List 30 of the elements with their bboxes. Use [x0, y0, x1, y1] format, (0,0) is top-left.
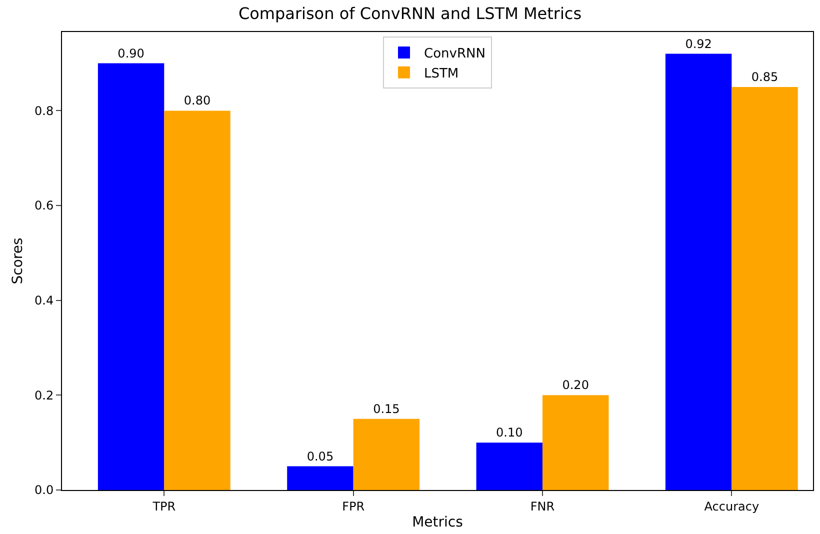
y-tick-label: 0.2 — [34, 388, 54, 402]
data-label: 0.15 — [373, 402, 400, 416]
data-label: 0.20 — [562, 378, 589, 392]
data-label: 0.05 — [306, 449, 334, 464]
x-tick-label: FPR — [342, 499, 365, 514]
bar — [287, 466, 354, 490]
bar — [732, 87, 798, 490]
bar — [476, 442, 542, 490]
chart-title: Comparison of ConvRNN and LSTM Metrics — [238, 4, 582, 24]
y-tick-label: 0.0 — [34, 483, 54, 498]
bar — [164, 110, 230, 490]
data-label: 0.80 — [184, 94, 211, 108]
y-tick-label: 0.6 — [34, 198, 54, 213]
x-tick-label: TPR — [152, 499, 176, 514]
legend-label: LSTM — [424, 66, 459, 82]
bar — [665, 54, 732, 490]
x-axis-title: Metrics — [412, 514, 463, 531]
bar — [542, 395, 609, 490]
data-label: 0.92 — [685, 36, 712, 51]
data-label: 0.85 — [751, 70, 778, 84]
data-label: 0.10 — [496, 426, 523, 440]
legend-label: ConvRNN — [424, 46, 486, 62]
y-tick-label: 0.4 — [34, 294, 54, 308]
x-tick-label: FNR — [530, 499, 555, 514]
x-tick-label: Accuracy — [704, 499, 760, 514]
bar — [98, 63, 164, 490]
y-tick-label: 0.8 — [34, 104, 54, 118]
bar — [353, 418, 420, 490]
data-label: 0.90 — [118, 46, 144, 60]
y-axis-title: Scores — [10, 238, 26, 284]
